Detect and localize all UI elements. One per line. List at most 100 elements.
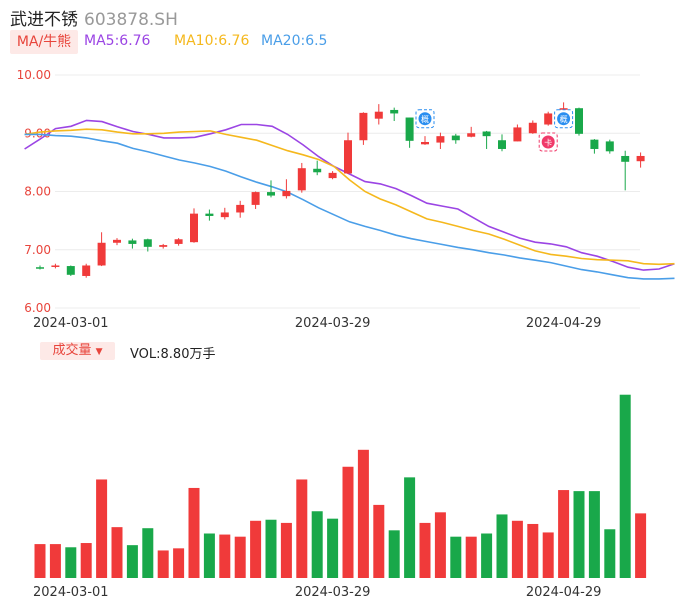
ma-line-ma5 (24, 119, 675, 271)
stock-title: 武进不锈 603878.SH (10, 5, 178, 30)
candle-body (313, 168, 322, 173)
candle-body (36, 267, 44, 269)
volume-x-tick: 2024-03-01 (33, 585, 109, 600)
candle-body (359, 112, 368, 141)
candle-body (174, 239, 183, 244)
candle-body (575, 108, 583, 134)
candle-body (205, 213, 214, 216)
volume-bar (80, 543, 92, 578)
event-badge-label: 卡 (544, 137, 552, 147)
ma20-label: MA20:6.5 (261, 33, 328, 49)
price-y-tick: 10.00 (17, 68, 51, 82)
volume-bar (404, 477, 416, 578)
volume-bar (280, 522, 292, 578)
candle-body (97, 242, 106, 266)
volume-bar (419, 522, 431, 578)
volume-bar (296, 479, 308, 578)
candle-body (528, 122, 537, 134)
volume-bar (203, 533, 215, 578)
event-badge: 概 (415, 109, 435, 129)
candle-body (113, 239, 121, 243)
event-badge: 概 (554, 109, 574, 129)
candle-body (51, 265, 60, 267)
volume-bar (126, 545, 138, 578)
candle-body (220, 212, 229, 218)
candle-body (128, 240, 137, 244)
volume-bar (327, 518, 339, 578)
candle-body (236, 204, 245, 213)
candle-body (621, 155, 630, 162)
candle-body (390, 109, 399, 114)
volume-x-tick: 2024-04-29 (526, 585, 602, 600)
event-badge-label: 概 (421, 114, 429, 124)
volume-bar (604, 529, 616, 578)
volume-bar (188, 487, 200, 578)
price-x-tick: 2024-03-29 (295, 316, 371, 331)
candle-body (143, 239, 152, 247)
volume-bar (34, 544, 46, 578)
candle-body (467, 133, 476, 137)
candle-body (544, 113, 553, 125)
volume-bar (465, 536, 477, 578)
event-badge-dot (541, 135, 555, 149)
candle-body (297, 168, 306, 191)
volume-bar (234, 536, 246, 578)
volume-bar (573, 491, 585, 578)
candle-body (636, 155, 645, 162)
price-y-tick: 8.00 (24, 185, 51, 199)
volume-x-tick: 2024-03-29 (295, 585, 371, 600)
volume-bar (311, 511, 323, 578)
candle-body (374, 111, 383, 119)
volume-bar (157, 550, 169, 578)
ma10-label: MA10:6.76 (174, 33, 250, 49)
candle-body (251, 192, 260, 205)
price-y-tick: 6.00 (24, 301, 51, 315)
price-x-tick: 2024-04-29 (526, 316, 602, 331)
stock-name: 武进不锈 (10, 10, 78, 30)
candle-body (159, 245, 168, 247)
volume-bar (142, 528, 154, 578)
volume-bar (219, 534, 231, 578)
volume-dropdown-label: 成交量 (52, 343, 92, 358)
volume-bar (558, 490, 570, 578)
volume-bar (49, 544, 61, 578)
candle-body (451, 135, 460, 141)
volume-bar (265, 519, 277, 578)
volume-bar (342, 466, 354, 578)
candle-body (498, 140, 506, 149)
event-badge-label: 概 (560, 114, 568, 124)
event-badge-dot (557, 112, 571, 126)
volume-bar (434, 512, 446, 578)
candle-body (421, 141, 429, 145)
volume-bar (388, 530, 400, 578)
event-badge: 卡 (538, 132, 558, 152)
volume-bar (111, 527, 123, 578)
volume-bar (511, 520, 523, 578)
volume-bar (65, 547, 77, 578)
candle-body (405, 117, 414, 141)
volume-bar (481, 533, 493, 578)
volume-bar (450, 536, 462, 578)
candle-body (344, 140, 352, 174)
price-x-tick: 2024-03-01 (33, 316, 109, 331)
volume-bar (542, 532, 554, 578)
ma-bull-bear-button[interactable]: MA/牛熊 (10, 30, 78, 54)
volume-bar (173, 548, 185, 578)
candle-body (436, 136, 445, 143)
volume-bar (373, 504, 385, 578)
candle-body (513, 127, 522, 142)
candle-body (482, 131, 491, 137)
event-badge-dot (418, 112, 432, 126)
candle-body (190, 213, 198, 243)
dropdown-arrow-icon: ▼ (95, 347, 103, 357)
stock-code: 603878.SH (84, 10, 178, 30)
volume-bar (588, 491, 600, 578)
volume-bar (496, 514, 508, 578)
candle-body (328, 172, 337, 179)
volume-dropdown-button[interactable]: 成交量 ▼ (40, 342, 115, 360)
ma-line-ma20 (24, 133, 675, 280)
candle-body (267, 192, 275, 196)
candle-body (66, 266, 75, 275)
volume-bar (96, 479, 108, 578)
